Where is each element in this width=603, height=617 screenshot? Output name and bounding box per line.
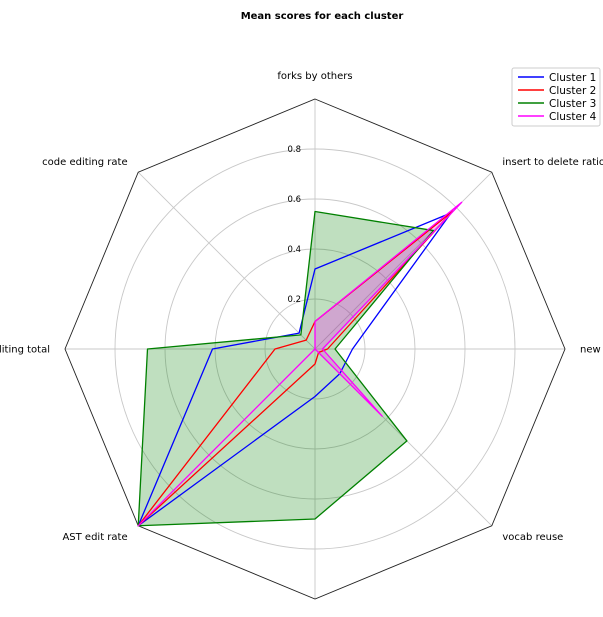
- legend-entry: Cluster 1: [549, 72, 596, 84]
- legend-entry: Cluster 4: [549, 111, 597, 123]
- grid-spoke-1: [314, 171, 493, 350]
- series-line-1: [137, 212, 452, 527]
- series-line-3: [137, 210, 435, 527]
- frame-octagon: [64, 98, 566, 600]
- axis-label: vocab reuse: [502, 532, 563, 543]
- radial-tick-label: 0.2: [287, 295, 301, 305]
- legend-box: [511, 67, 601, 127]
- axis-label: new vocab: [580, 345, 603, 356]
- axis-label: forks by others: [277, 71, 352, 82]
- legend-entry: Cluster 2: [549, 85, 596, 97]
- label-layer: 0.2 0.4 0.6 0.8 forks by others insert to del…: [0, 71, 603, 543]
- radial-tick-label: 0.6: [287, 195, 301, 205]
- series-line-layer: [137, 201, 463, 527]
- series-fill-3: [138, 211, 434, 526]
- series-line-4: [137, 201, 463, 527]
- axis-label: code editing total: [0, 345, 50, 356]
- axis-label: AST edit rate: [62, 532, 127, 543]
- legend-entry: Cluster 3: [549, 98, 596, 110]
- axis-label: code editing rate: [42, 157, 127, 168]
- grid-spoke-7: [137, 171, 316, 350]
- chart-title: Mean scores for each cluster: [241, 11, 404, 22]
- radial-tick-label: 0.4: [287, 245, 301, 255]
- radial-tick-label: 0.8: [287, 145, 301, 155]
- axis-label: insert to delete ratio: [502, 157, 603, 168]
